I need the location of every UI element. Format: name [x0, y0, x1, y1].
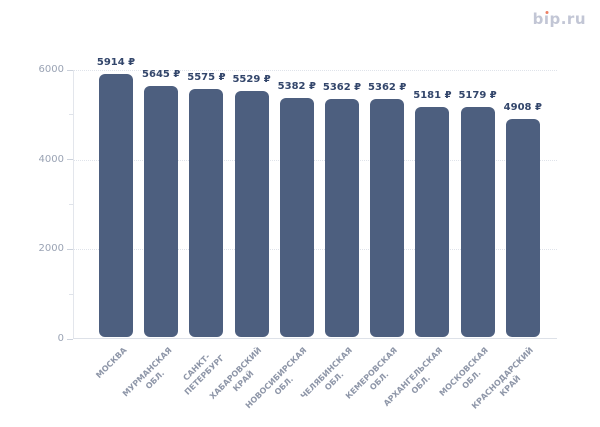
grid-line	[74, 159, 557, 161]
y-axis-label: 6000	[38, 64, 64, 75]
bar[interactable]	[460, 106, 495, 337]
logo-letter-b: b	[532, 10, 544, 28]
y-axis-label: 0	[57, 333, 64, 344]
plot-area: 0 2000 4000 6000 5914 ₽ МОСКВА 5645 ₽ МУРМАНСКА…	[39, 57, 557, 411]
y-axis-minor-tick	[69, 204, 73, 205]
bar[interactable]	[370, 98, 405, 337]
bar-value-label: 5914 ₽	[96, 56, 136, 68]
y-axis-minor-tick	[69, 114, 73, 116]
bar-value-label: 5179 ₽	[458, 89, 497, 101]
bar[interactable]	[144, 85, 179, 337]
bar-value-label: 5529 ₽	[232, 74, 271, 86]
logo-i-dot	[545, 11, 549, 14]
bar[interactable]	[505, 118, 540, 337]
y-axis-tick	[67, 159, 73, 161]
y-axis-label: 2000	[38, 243, 64, 255]
bar-value-label: 5575 ₽	[187, 72, 226, 84]
y-axis-tick	[67, 69, 73, 71]
bar[interactable]	[99, 73, 133, 337]
bar-value-label: 5645 ₽	[142, 68, 181, 80]
bar[interactable]	[415, 106, 450, 337]
bar-value-label: 5362 ₽	[368, 81, 407, 93]
y-axis-label: 4000	[38, 153, 64, 165]
grid-line	[74, 70, 557, 71]
y-axis-tick	[67, 338, 73, 340]
logo-rest: p.ru	[549, 10, 586, 28]
y-axis-tick	[67, 248, 73, 250]
y-axis-minor-tick	[69, 293, 73, 295]
x-axis-label: МОСКВА	[93, 345, 129, 380]
bar-value-label: 4908 ₽	[503, 101, 542, 113]
bar-value-label: 5382 ₽	[277, 80, 316, 92]
bar-value-label: 5362 ₽	[322, 81, 362, 93]
bar[interactable]	[234, 91, 269, 337]
bar[interactable]	[189, 89, 224, 337]
x-axis-label: МУРМАНСКАЯ ОБЛ.	[120, 345, 174, 399]
bip-ru-logo: bı p.ru	[533, 10, 586, 28]
bar[interactable]	[325, 98, 359, 337]
grid-line	[74, 249, 557, 251]
bar[interactable]	[279, 97, 314, 337]
logo-letter-i: ı	[543, 10, 550, 28]
bar-value-label: 5181 ₽	[413, 89, 452, 101]
